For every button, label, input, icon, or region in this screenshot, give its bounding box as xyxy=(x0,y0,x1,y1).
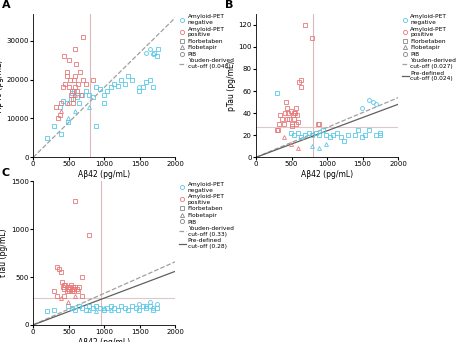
Text: C: C xyxy=(2,168,10,177)
Y-axis label: Aβ40 (pg/mL): Aβ40 (pg/mL) xyxy=(0,60,4,111)
X-axis label: Aβ42 (pg/mL): Aβ42 (pg/mL) xyxy=(301,170,353,179)
X-axis label: Aβ42 (pg/mL): Aβ42 (pg/mL) xyxy=(78,338,130,342)
Y-axis label: pTau (pg/mL): pTau (pg/mL) xyxy=(227,61,236,110)
Legend: Amyloid-PET
negative, Amyloid-PET
positive, Florbetaben, Flobetapir, PiB, Youden: Amyloid-PET negative, Amyloid-PET positi… xyxy=(401,14,457,82)
Text: A: A xyxy=(2,0,10,10)
Text: B: B xyxy=(225,0,233,10)
Legend: Amyloid-PET
negative, Amyloid-PET
positive, Florbetaben, Flobetapir, PiB, Youden: Amyloid-PET negative, Amyloid-PET positi… xyxy=(178,14,234,70)
Y-axis label: tTau (pg/mL): tTau (pg/mL) xyxy=(0,229,8,277)
Legend: Amyloid-PET
negative, Amyloid-PET
positive, Florbetaben, Flobetapir, PiB, Youden: Amyloid-PET negative, Amyloid-PET positi… xyxy=(178,181,234,250)
X-axis label: Aβ42 (pg/mL): Aβ42 (pg/mL) xyxy=(78,170,130,179)
